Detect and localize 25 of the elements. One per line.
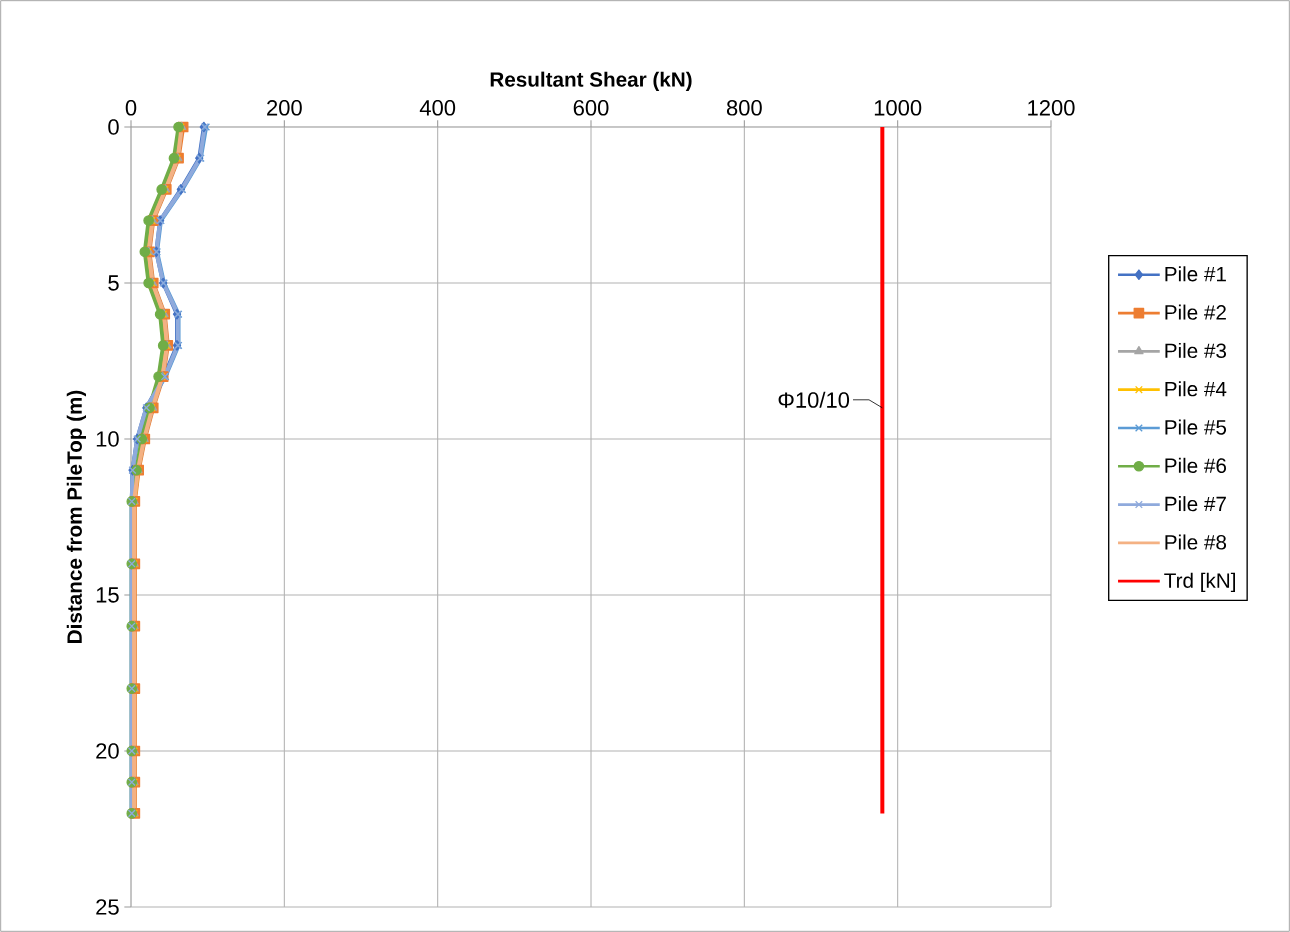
- x-axis-title: Resultant Shear (kN): [490, 71, 692, 91]
- x-tick-label: 200: [267, 100, 302, 116]
- y-axis-title: Distance from PileTop (m): [66, 390, 86, 643]
- x-tick-label: 800: [726, 100, 762, 116]
- legend-label: Pile #7: [1165, 496, 1226, 512]
- legend-label: Pile #1: [1165, 266, 1226, 282]
- x-tick-label: 1000: [874, 100, 922, 116]
- x-tick-label: 0: [125, 100, 137, 116]
- x-tick-label: 1200: [1028, 100, 1075, 116]
- legend-label: Pile #5: [1165, 419, 1227, 435]
- legend-label: Pile #4: [1165, 381, 1227, 397]
- annotation: Φ10/10: [778, 391, 850, 408]
- x-tick-label: 600: [573, 100, 609, 116]
- y-tick-label: 10: [96, 431, 119, 447]
- legend-label: Trd [kN]: [1164, 572, 1235, 592]
- x-tick-label: 400: [419, 100, 456, 116]
- y-tick-label: 15: [96, 587, 119, 603]
- legend-label: Pile #8: [1165, 534, 1227, 550]
- y-tick-label: 0: [108, 119, 119, 135]
- y-tick-label: 5: [108, 275, 119, 291]
- legend-label: Pile #2: [1165, 304, 1226, 320]
- y-tick-label: 25: [96, 899, 119, 915]
- y-tick-label: 20: [96, 743, 119, 759]
- legend-label: Pile #3: [1165, 342, 1227, 359]
- legend-label: Pile #6: [1165, 457, 1227, 473]
